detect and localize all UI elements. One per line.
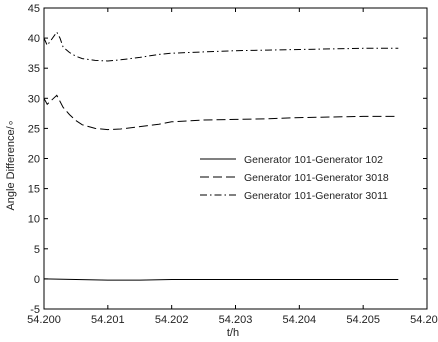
- y-tick-label: 5: [34, 244, 40, 256]
- y-tick-label: 25: [28, 123, 40, 135]
- x-axis-label: t/h: [227, 327, 239, 339]
- x-tick-label: 54.205: [346, 314, 380, 326]
- x-tick-label: 54.200: [27, 314, 61, 326]
- y-tick-label: -5: [30, 304, 40, 316]
- legend-label-3: Generator 101-Generator 3011: [244, 190, 388, 202]
- x-tick-label: 54.204: [283, 314, 317, 326]
- legend-label-2: Generator 101-Generator 3018: [244, 172, 389, 184]
- x-tick-label: 54.206: [410, 314, 438, 326]
- y-tick-label: 35: [28, 63, 40, 75]
- y-tick-label: 20: [28, 154, 40, 166]
- series-line-2: [43, 94, 399, 131]
- y-tick-label: 40: [28, 33, 40, 45]
- y-tick-label: 15: [28, 184, 40, 196]
- legend-label-1: Generator 101-Generator 102: [244, 154, 383, 166]
- y-tick-label: 0: [34, 274, 40, 286]
- series-line-3: [43, 31, 399, 62]
- x-tick-label: 54.203: [219, 314, 253, 326]
- series-line-1: [43, 278, 399, 281]
- x-tick-label: 54.202: [155, 314, 189, 326]
- y-tick-label: 45: [28, 3, 40, 15]
- x-tick-label: 54.201: [91, 314, 125, 326]
- y-axis-label: Angle Difference/∘: [5, 119, 17, 210]
- y-tick-label: 10: [28, 214, 40, 226]
- y-tick-label: 30: [28, 93, 40, 105]
